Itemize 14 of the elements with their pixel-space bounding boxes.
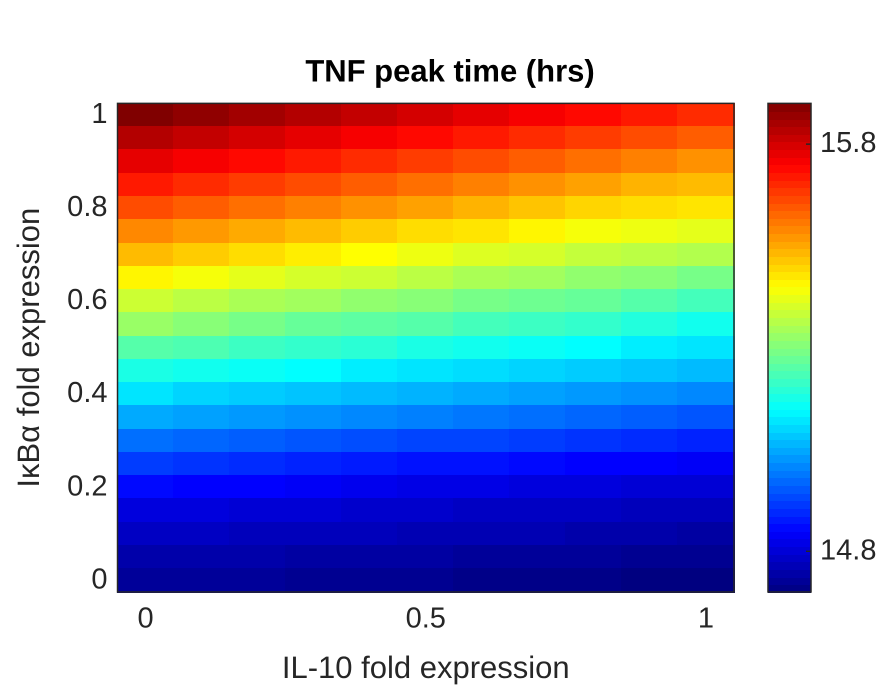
color-bar-label: 14.8 <box>820 534 876 566</box>
x-tick-label: 1 <box>698 602 714 634</box>
y-tick-label: 0.2 <box>67 470 108 502</box>
y-tick-label: 0.6 <box>67 284 108 316</box>
x-axis-title: IL-10 fold expression <box>282 650 570 685</box>
color-bar-label: 15.8 <box>820 127 876 160</box>
y-tick-label: 0 <box>91 563 108 596</box>
y-tick-label: 0.8 <box>67 191 108 224</box>
y-tick-label: 1 <box>91 98 108 130</box>
x-tick-label: 0 <box>137 602 154 634</box>
y-axis-title: IκBα fold expression <box>11 208 46 488</box>
chart-title: TNF peak time (hrs) <box>305 53 595 88</box>
y-tick-label: 0.4 <box>67 377 108 410</box>
x-tick-label: 0.5 <box>406 602 446 634</box>
